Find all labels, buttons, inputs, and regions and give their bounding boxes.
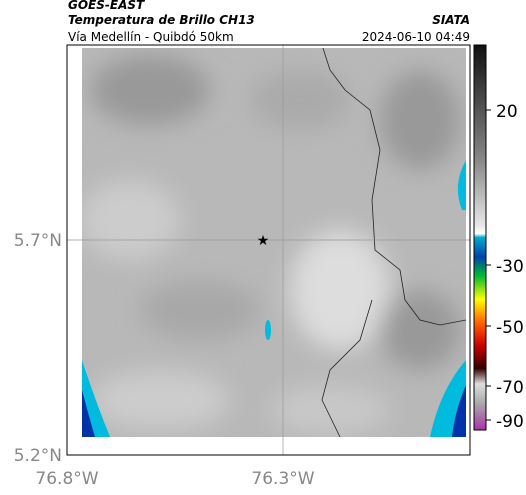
- title: Temperatura de Brillo CH13: [68, 13, 255, 27]
- timestamp: 2024-06-10 04:49: [362, 30, 470, 44]
- lon-label: 76.8°W: [35, 469, 98, 489]
- colorbar-tick-label: 20: [496, 102, 518, 122]
- lat-label: 5.7°N: [14, 231, 62, 251]
- colorbar-tick-label: -30: [496, 257, 524, 277]
- map: ★: [66, 44, 471, 456]
- colorbar-tick-label: -90: [496, 412, 524, 432]
- lat-label: 5.2°N: [14, 446, 62, 466]
- satellite-image: [82, 48, 466, 437]
- lon-label: 76.3°W: [251, 469, 314, 489]
- colorbar-tick-label: -50: [496, 318, 524, 338]
- source: GOES-EAST: [68, 0, 145, 12]
- colorbar-tick-label: -70: [496, 378, 524, 398]
- brand: SIATA: [432, 13, 470, 27]
- subtitle: Vía Medellín - Quibdó 50km: [68, 30, 234, 44]
- colorbar: [473, 44, 487, 431]
- location-star: ★: [257, 233, 270, 249]
